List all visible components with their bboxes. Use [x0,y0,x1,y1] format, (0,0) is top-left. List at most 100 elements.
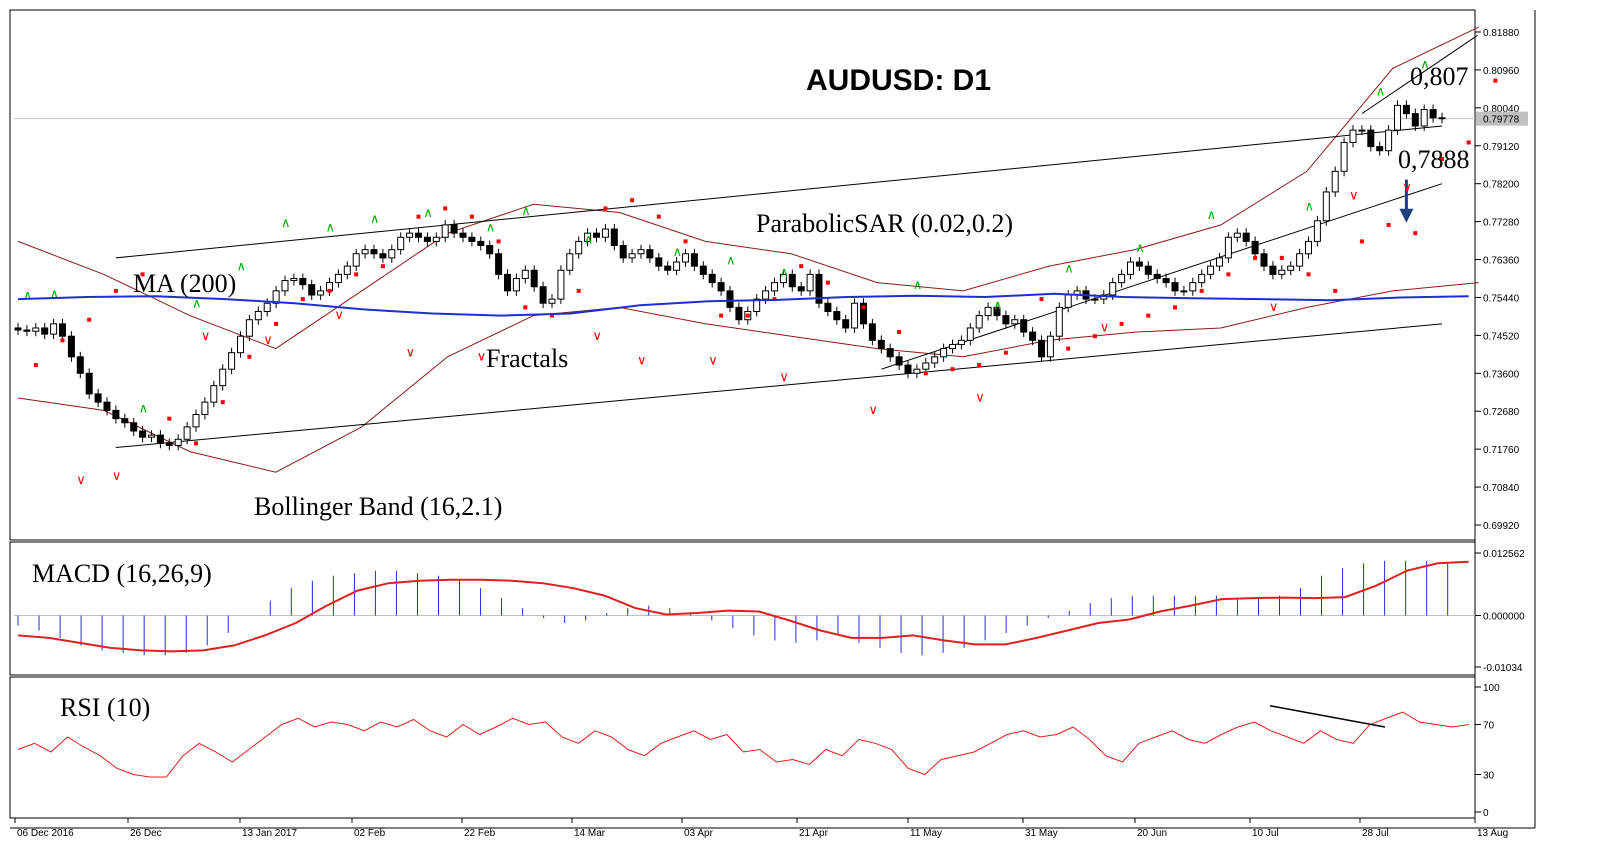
sar-dot [1279,255,1284,260]
sar-dot [1386,222,1391,227]
fractal-up-marker: ∧ [23,287,33,302]
fractal-down-marker: ∨ [868,402,878,417]
trendline [115,125,1443,259]
price-axis-label: 0.75440 [1483,293,1520,304]
time-axis-label: 31 May [1025,828,1058,839]
candle-body [388,249,396,259]
candle-body [1020,319,1028,333]
price-axis-label: 0.71760 [1483,445,1520,456]
candle-body [771,282,778,292]
price-axis-label: 0.81880 [1483,28,1520,39]
candle-body [237,335,244,354]
candle-body [1313,220,1321,242]
time-axis-label: 21 Apr [799,828,829,839]
candle-body [575,240,583,255]
candle-body [32,327,40,332]
price-axis-label: 0.78200 [1483,180,1520,191]
trendline [115,323,1443,449]
candle-body [290,278,298,282]
candle-body [1242,232,1250,242]
candle-body [504,273,511,292]
rsi-trendline [1269,705,1386,728]
candle-body [94,393,102,403]
sar-dot [1493,78,1498,83]
candle-body [130,422,138,432]
candle-body [521,269,529,280]
candle-body [370,249,378,255]
fractal-up-marker: ∧ [913,277,923,292]
candle-body [548,298,556,304]
candle-body [699,265,707,275]
candle-body [877,339,885,350]
down-arrow-head [1399,208,1414,223]
candle-body [1251,240,1259,255]
candle-body [1180,290,1188,293]
candle-body [726,290,734,308]
candle-body [868,323,876,341]
candle-body [1287,265,1295,271]
candle-body [201,401,209,416]
candle-body [797,286,805,292]
level-high-label: 0,807 [1410,62,1469,91]
candle-body [1207,265,1215,275]
sar-dot [33,363,38,368]
candle-body [1367,129,1375,148]
time-axis-label: 26 Dec [130,828,162,839]
candle-body [1233,232,1241,238]
candle-body [14,327,22,331]
candle-body [779,273,787,284]
candle-body [922,362,930,370]
sar-dot [1003,350,1008,355]
bollinger-label: Bollinger Band (16,2.1) [254,492,502,521]
candle-body [851,302,859,329]
candle-body [1091,298,1099,301]
sar-dot [496,239,501,244]
candle-body [557,269,565,300]
candle-body [539,286,547,304]
fractal-down-marker: ∨ [112,468,122,483]
fractal-up-marker: ∧ [281,215,291,230]
current-price-label: 0.79778 [1483,115,1520,126]
candle-body [1224,236,1232,259]
candle-body [904,364,912,374]
candle-body [690,253,698,267]
candle-body [975,315,983,329]
candle-body [966,327,974,341]
sar-dot [220,400,225,405]
candle-body [1029,331,1037,341]
candle-body [308,284,316,296]
rsi-label: RSI (10) [60,693,150,722]
candle-body [23,329,31,332]
sar-dot [247,354,252,359]
sar-dot [745,313,750,318]
candle-body [753,298,761,312]
sar-dot [1199,288,1204,293]
fractal-up-marker: ∧ [1135,240,1145,255]
fractal-up-marker: ∧ [1420,56,1430,71]
candle-body [450,224,458,234]
rsi-line [17,711,1469,778]
candle-body [156,434,164,444]
candle-body [842,319,850,329]
ma-label: MA (200) [133,269,236,298]
candle-body [1055,306,1063,337]
fractal-down-marker: ∨ [1100,320,1110,335]
candle-body [913,368,921,374]
fractal-up-marker: ∧ [139,401,149,416]
candle-body [1038,339,1045,358]
sar-dot [1146,313,1151,318]
fractal-down-marker: ∨ [1402,179,1412,194]
fractal-down-marker: ∨ [263,332,273,347]
candle-body [112,409,120,420]
macd-signal-line [17,560,1469,653]
price-axis-label: 0.80960 [1483,66,1520,77]
candle-body [1189,282,1197,292]
fractal-up-marker: ∧ [521,203,531,218]
candle-body [601,228,609,238]
candle-body [272,290,280,304]
ma-200-line [17,292,1469,317]
fractal-up-marker: ∧ [993,298,1003,313]
sar-dot [1253,255,1258,260]
sar-dot [1039,297,1044,302]
candle-body [646,249,654,259]
